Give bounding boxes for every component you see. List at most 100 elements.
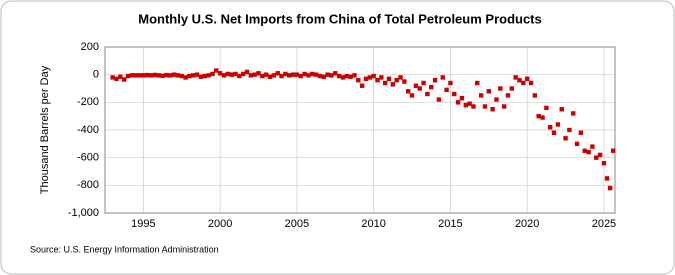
data-point [329, 73, 334, 78]
x-tick-label: 2010 [361, 218, 385, 230]
data-point [275, 71, 280, 76]
data-point [348, 74, 353, 79]
data-point [563, 136, 568, 141]
data-point [171, 72, 177, 77]
data-point [260, 73, 265, 79]
data-point [217, 71, 223, 76]
data-point [444, 87, 449, 93]
x-tick-label: 2000 [208, 218, 232, 230]
y-tick-label: -200 [77, 96, 99, 108]
data-point [263, 72, 269, 77]
data-point [452, 91, 457, 97]
data-point [179, 73, 184, 79]
data-point [601, 161, 607, 166]
data-point [214, 68, 219, 73]
data-point [333, 71, 338, 76]
data-point [521, 80, 526, 86]
plot-area [104, 46, 616, 214]
data-point [156, 73, 161, 78]
data-point [494, 97, 499, 102]
data-point [540, 115, 545, 120]
data-point [302, 71, 307, 77]
data-point [125, 73, 131, 79]
data-point [225, 71, 231, 77]
data-point [505, 93, 511, 98]
data-point [607, 185, 613, 191]
data-point [287, 73, 292, 78]
data-point [501, 104, 507, 109]
y-tick-label: -800 [77, 179, 99, 191]
data-point [352, 73, 357, 78]
data-point [386, 76, 392, 82]
data-point [194, 72, 200, 77]
data-point [610, 148, 616, 153]
data-point [582, 148, 587, 153]
data-point [448, 80, 453, 86]
data-point [121, 77, 127, 82]
data-point [429, 84, 434, 90]
data-point [517, 78, 522, 83]
data-point [114, 76, 119, 82]
data-point [509, 86, 515, 91]
y-tick-label: 0 [93, 69, 99, 81]
data-point [382, 80, 388, 86]
data-point [413, 83, 419, 88]
data-point [141, 73, 146, 78]
data-point [221, 73, 227, 78]
x-tick-label: 2020 [515, 218, 539, 230]
data-point [513, 75, 518, 80]
data-point [152, 72, 158, 78]
data-point [359, 83, 365, 88]
data-point [528, 80, 534, 86]
data-point [379, 75, 384, 80]
data-point [336, 73, 342, 79]
data-point [306, 73, 311, 78]
data-point [406, 89, 411, 94]
data-point [594, 155, 599, 160]
y-tick-label: -1,000 [68, 207, 99, 219]
data-point [375, 78, 380, 83]
data-point [240, 71, 246, 77]
data-point [168, 73, 173, 78]
data-point [532, 93, 538, 98]
data-point [394, 78, 399, 83]
data-point [571, 111, 576, 116]
data-point [198, 74, 204, 79]
data-point [367, 75, 373, 80]
data-point [486, 89, 492, 94]
data-point [294, 72, 300, 77]
data-point [555, 122, 561, 127]
data-point [425, 91, 430, 97]
data-point [551, 130, 557, 135]
data-point [233, 71, 238, 77]
y-axis-label: Thousand Barrels per Day [39, 65, 51, 194]
data-point [574, 141, 580, 147]
data-point [432, 78, 438, 83]
data-point [417, 86, 422, 91]
data-point [298, 73, 303, 79]
data-point [267, 74, 273, 79]
data-point [590, 144, 595, 149]
data-point [344, 73, 349, 79]
x-tick-label: 2025 [592, 218, 616, 230]
data-point [283, 71, 288, 77]
data-point [356, 78, 361, 83]
data-point [271, 73, 277, 78]
data-point [313, 72, 319, 77]
x-tick-label: 2005 [285, 218, 309, 230]
y-tick-label: -400 [77, 124, 99, 136]
data-point [436, 97, 442, 102]
data-point [524, 76, 530, 82]
data-point [567, 127, 572, 133]
data-point [421, 80, 426, 86]
data-point [256, 71, 261, 76]
data-point [340, 75, 346, 80]
data-point [310, 71, 315, 77]
data-point [478, 93, 484, 98]
data-point [440, 75, 445, 80]
data-point [371, 73, 376, 79]
data-point [290, 72, 296, 77]
data-point [210, 71, 215, 77]
data-point [597, 152, 603, 158]
data-point [206, 73, 211, 78]
